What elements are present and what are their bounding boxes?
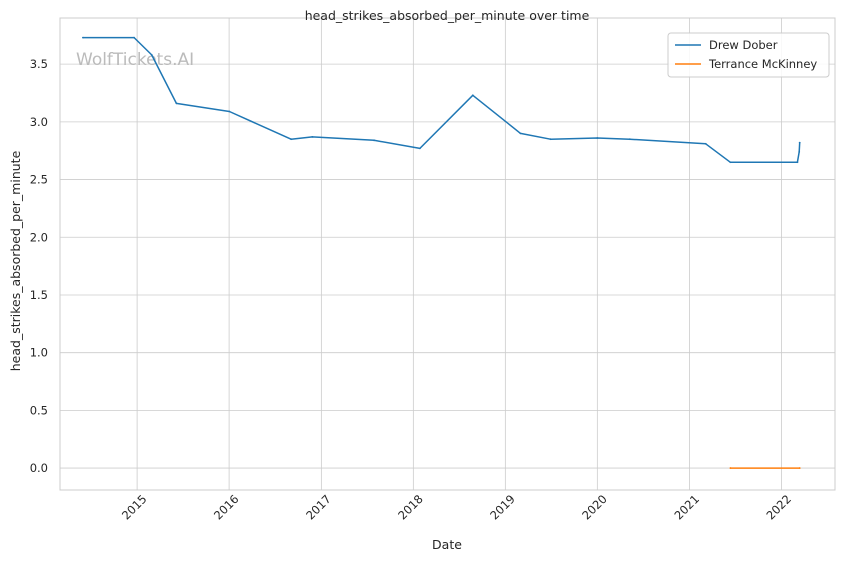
data-point-drew-dober — [798, 150, 801, 153]
x-tick-label: 2017 — [303, 492, 334, 523]
data-point-drew-dober — [419, 147, 421, 150]
data-point-drew-dober — [549, 138, 552, 141]
x-tick-label: 2015 — [119, 492, 150, 523]
y-tick-labels: 0.0 0.5 1.0 1.5 2.0 2.5 3.0 3.5 — [30, 57, 48, 475]
x-gridlines — [136, 18, 782, 490]
data-point-drew-dober — [471, 94, 474, 97]
data-point-drew-dober — [133, 36, 135, 39]
data-point-drew-dober — [82, 36, 84, 39]
y-tick-label: 2.5 — [30, 173, 48, 187]
data-point-terrance-mckinney — [729, 467, 732, 469]
data-point-drew-dober — [175, 102, 178, 105]
y-tick-label: 3.0 — [30, 115, 48, 129]
data-point-drew-dober — [373, 139, 375, 142]
data-point-drew-dober — [150, 54, 153, 56]
x-tick-label: 2022 — [763, 492, 794, 523]
y-tick-label: 0.0 — [30, 461, 48, 475]
data-point-drew-dober — [704, 142, 707, 145]
x-axis-label: Date — [432, 537, 462, 552]
data-point-drew-dober — [228, 110, 231, 113]
y-tick-label: 1.0 — [30, 346, 48, 360]
y-gridlines — [60, 63, 835, 469]
data-point-drew-dober — [519, 132, 522, 135]
chart-title: head_strikes_absorbed_per_minute over ti… — [305, 8, 590, 23]
data-point-terrance-mckinney — [798, 467, 801, 469]
plot-frame — [59, 17, 836, 491]
data-point-drew-dober — [596, 137, 599, 139]
watermark: WolfTickets.AI — [76, 50, 194, 70]
data-point-drew-dober — [628, 138, 631, 141]
data-point-drew-dober — [796, 161, 799, 164]
x-tick-label: 2021 — [671, 492, 702, 523]
y-tick-label: 2.0 — [30, 230, 48, 244]
y-tick-label: 3.5 — [30, 57, 48, 71]
legend-label-terrance-mckinney: Terrance McKinney — [708, 57, 817, 71]
legend-box — [667, 32, 830, 78]
y-tick-label: 0.5 — [30, 403, 48, 417]
data-point-drew-dober — [798, 141, 801, 144]
data-point-drew-dober — [311, 135, 314, 138]
y-axis-label: head_strikes_absorbed_per_minute — [8, 150, 23, 371]
x-tick-label: 2018 — [395, 492, 426, 523]
x-tick-label: 2019 — [487, 492, 518, 523]
data-point-drew-dober — [290, 138, 293, 141]
y-tick-label: 1.5 — [30, 288, 48, 302]
legend-label-drew-dober: Drew Dober — [709, 38, 778, 52]
legend: Drew Dober Terrance McKinney — [667, 32, 830, 78]
x-tick-label: 2016 — [211, 492, 242, 523]
x-tick-labels: 2015 2016 2017 2018 2019 2020 2021 2022 — [119, 492, 794, 523]
series-layer — [82, 36, 801, 469]
x-tick-label: 2020 — [579, 492, 610, 523]
data-point-drew-dober — [729, 161, 732, 164]
